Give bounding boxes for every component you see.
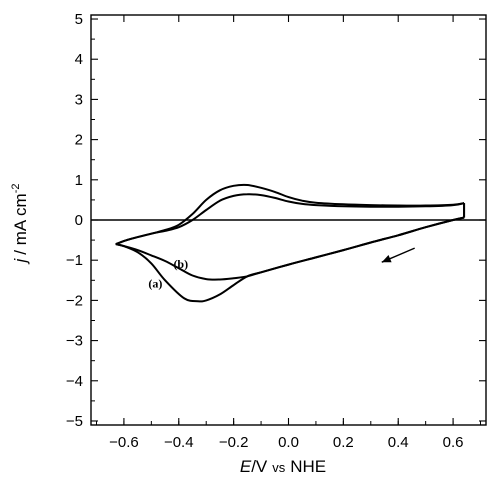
x-axis-ticks: −0.6 −0.4 −0.2 0.0 0.2 0.4 0.6 bbox=[95, 15, 482, 451]
series-b-anodic-line bbox=[115, 193, 465, 246]
y-tick-label: −1 bbox=[66, 252, 83, 269]
x-axis-unit: /V bbox=[251, 457, 268, 476]
x-axis-ref-small: vs bbox=[272, 460, 286, 475]
curve-label-b: (b) bbox=[173, 257, 188, 271]
y-tick-label: −4 bbox=[66, 373, 83, 390]
y-tick-label: 2 bbox=[75, 132, 83, 149]
y-axis-symbol: j bbox=[11, 257, 30, 264]
plot-content: (a) (b) bbox=[91, 183, 486, 303]
x-axis-symbol: E bbox=[240, 457, 252, 476]
x-tick-label: −0.6 bbox=[109, 434, 139, 451]
y-axis-unit-superscript: -2 bbox=[10, 184, 22, 194]
y-tick-label: 3 bbox=[75, 91, 83, 108]
x-axis-ref: NHE bbox=[290, 457, 326, 476]
y-tick-label: 4 bbox=[75, 51, 83, 68]
y-tick-label: −5 bbox=[66, 413, 83, 430]
x-tick-label: 0.0 bbox=[278, 434, 299, 451]
x-tick-label: −0.4 bbox=[164, 434, 194, 451]
x-tick-label: −0.2 bbox=[219, 434, 249, 451]
curve-label-a: (a) bbox=[148, 276, 162, 290]
y-axis-ticks: 5 4 3 2 1 0 −1 −2 −3 −4 −5 bbox=[66, 11, 486, 430]
y-tick-label: 0 bbox=[75, 212, 83, 229]
arrow-head bbox=[381, 255, 392, 263]
series-b-cathodic-line bbox=[115, 216, 465, 281]
y-tick-label: −3 bbox=[66, 333, 83, 350]
y-axis-title: j / mA cm-2 bbox=[10, 184, 30, 265]
y-axis-unit: / mA cm bbox=[11, 193, 30, 254]
series-a-anodic-line bbox=[115, 183, 465, 246]
x-axis-title: E/V vs NHE bbox=[240, 457, 326, 476]
y-tick-label: −2 bbox=[66, 292, 83, 309]
x-tick-label: 0.6 bbox=[443, 434, 464, 451]
x-tick-label: 0.2 bbox=[333, 434, 354, 451]
y-tick-label: 5 bbox=[75, 11, 83, 28]
y-tick-label: 1 bbox=[75, 172, 83, 189]
x-tick-label: 0.4 bbox=[388, 434, 409, 451]
scan-direction-arrow bbox=[381, 247, 415, 263]
